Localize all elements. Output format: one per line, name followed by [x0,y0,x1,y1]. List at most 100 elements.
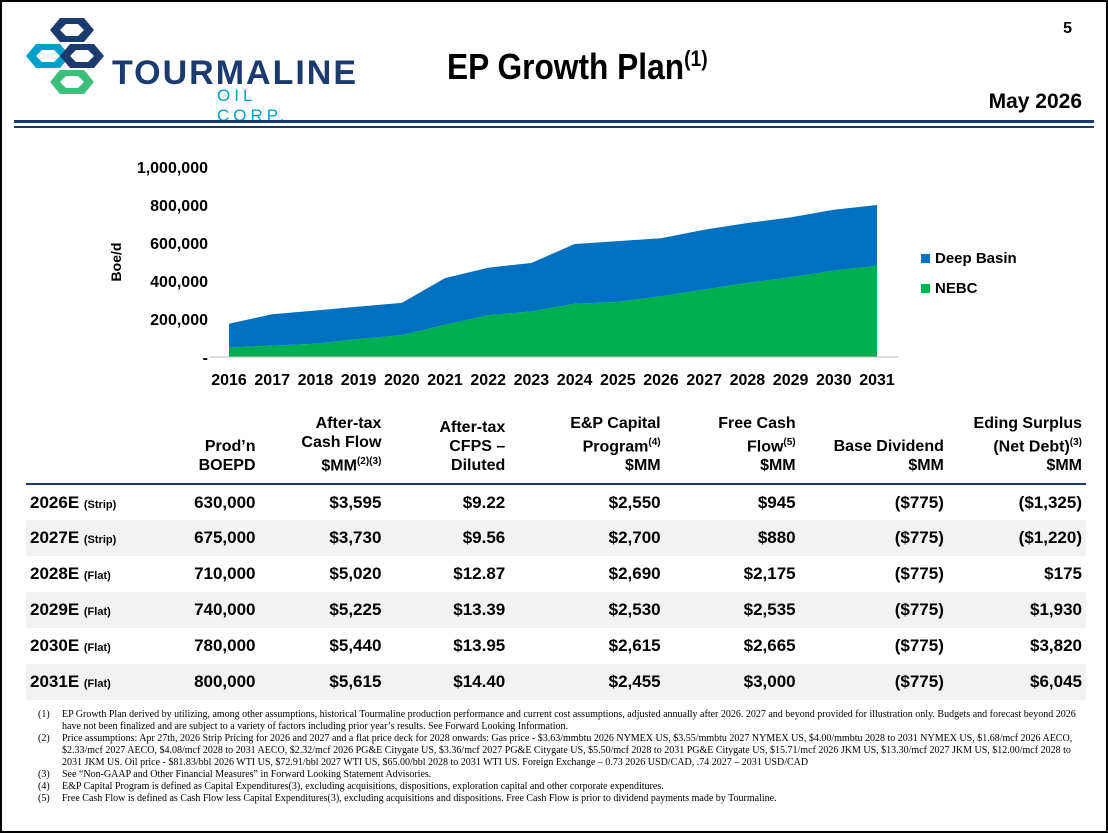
table-row: 2031E (Flat) 800,000 $5,615 $14.40 $2,455 $3,… [26,664,1086,701]
row-price-basis: (Flat) [83,642,111,655]
table-cell: $14.40 [453,672,506,692]
header-rule-thick [14,120,1094,123]
column-header-line: Program(4) [582,437,661,456]
column-header: Eding Surplus (Net Debt)(3) $MM [948,414,1086,484]
table-cell: $2,455 [608,672,661,692]
title-footnote-ref: (1) [684,46,708,71]
row-year: 2027E [30,528,84,548]
table-cell: ($1,220) [1018,528,1082,548]
column-header-line [800,418,944,437]
x-tick-label: 2021 [427,372,463,389]
column-header-line: Base Dividend [833,438,944,456]
column-header-line: $MM [1046,457,1082,475]
column-header: E&P Capital Program(4) $MM [509,414,664,484]
column-header: Base Dividend $MM [800,414,948,484]
footnotes: (1) EP Growth Plan derived by utilizing, … [38,709,1078,805]
column-header-line: Cash Flow [301,434,382,451]
table-cell: $1,930 [1030,600,1082,620]
table-cell: 800,000 [194,672,256,692]
footnote-item: (1) EP Growth Plan derived by utilizing, … [38,709,1078,733]
row-year-cell: 2028E (Flat) [26,556,178,592]
column-header-line [26,418,174,437]
table-cell: 780,000 [194,636,256,656]
column-header-line [26,456,174,475]
x-tick-label: 2031 [859,372,895,389]
table-header-row: Prod’n BOEPD After-tax Cash Flow $MM(2)(3) Af… [26,414,1086,485]
header-footnote-ref: (2)(3) [356,456,382,467]
x-tick-label: 2020 [384,372,420,389]
footnote-item: (5) Free Cash Flow is defined as Cash Flo… [38,793,1078,805]
legend-label: Deep Basin [935,250,1017,267]
table-cell: $6,045 [1030,672,1082,692]
table-cell: 740,000 [194,600,256,620]
company-logo: TOURMALINE OIL CORP. [22,16,356,125]
table-cell: ($775) [894,672,944,692]
table-cell: $5,615 [329,672,382,692]
x-tick-label: 2017 [254,372,290,389]
table-cell: 675,000 [194,528,256,548]
column-header: Free Cash Flow(5) $MM [665,414,800,484]
table-cell: $5,440 [329,636,382,656]
logo-wordmark: TOURMALINE [112,54,359,92]
column-header-line [26,437,174,456]
column-header-line: $MM [760,457,796,475]
x-tick-label: 2028 [730,372,766,389]
table-cell: $880 [757,528,796,548]
table-cell: ($775) [894,636,944,656]
table-cell: $175 [1044,564,1082,584]
logo-gem-icon [26,18,104,94]
y-tick-label: 1,000,000 [137,160,208,177]
x-tick-label: 2024 [557,372,593,389]
row-price-basis: (Flat) [83,570,111,583]
column-header-line: $MM [908,457,944,475]
column-header-line: $MM [625,457,661,475]
table-cell: $13.39 [453,600,506,620]
table-cell: ($1,325) [1018,492,1082,512]
row-price-basis: (Strip) [83,534,117,547]
row-year-cell: 2026E (Strip) [26,484,178,520]
footnote-text: E&P Capital Program is defined as Capita… [62,781,664,792]
x-tick-label: 2022 [470,372,506,389]
row-year-cell: 2030E (Flat) [26,628,178,664]
header-footnote-ref: (4) [648,437,661,448]
table-cell: $12.87 [453,564,506,584]
table-cell: $2,665 [743,636,796,656]
table-cell: ($775) [894,600,944,620]
table-row: 2028E (Flat) 710,000 $5,020 $12.87 $2,690 $2,… [26,556,1086,592]
column-header-line: Eding Surplus [973,415,1082,432]
footnote-number: (5) [38,793,50,804]
header-footnote-ref: (5) [783,437,796,448]
table-cell: 630,000 [194,492,256,512]
footnote-text: EP Growth Plan derived by utilizing, amo… [62,709,1076,732]
row-price-basis: (Flat) [83,606,111,619]
table-row: 2029E (Flat) 740,000 $5,225 $13.39 $2,530 $2,… [26,592,1086,629]
column-header-line [178,418,255,437]
row-year-cell: 2027E (Strip) [26,520,178,556]
series-area-deep-basin [229,205,877,348]
series-area-nebc [229,265,877,357]
table-cell: ($775) [894,492,944,512]
column-header: After-tax CFPS – Diluted [385,414,509,484]
column-header-line: Diluted [451,457,506,475]
table-cell: $2,690 [608,564,661,584]
x-tick-label: 2018 [298,372,334,389]
y-tick-label: 400,000 [150,274,208,291]
column-header-line: E&P Capital [570,415,661,432]
footnote-number: (3) [38,769,50,780]
column-header-line: After-tax [439,419,506,437]
column-header-line: CFPS – [449,438,506,456]
growth-plan-table: Prod’n BOEPD After-tax Cash Flow $MM(2)(3) Af… [26,414,1086,701]
table-row: 2026E (Strip) 630,000 $3,595 $9.22 $2,550 $94… [26,484,1086,520]
column-header-line: Prod’n [204,438,256,456]
date-label: May 2026 [988,90,1082,113]
column-header-line: (Net Debt)(3) [993,437,1082,456]
column-header: After-tax Cash Flow $MM(2)(3) [260,414,386,484]
column-header-line: After-tax [315,415,382,432]
footnote-text: Price assumptions: Apr 27th, 2026 Strip … [62,733,1073,768]
row-price-basis: (Flat) [83,678,111,691]
table-cell: $945 [757,492,796,512]
footnote-item: (3) See “Non-GAAP and Other Financial Mea… [38,769,1078,781]
x-tick-label: 2026 [643,372,679,389]
y-tick-label: - [203,350,208,367]
